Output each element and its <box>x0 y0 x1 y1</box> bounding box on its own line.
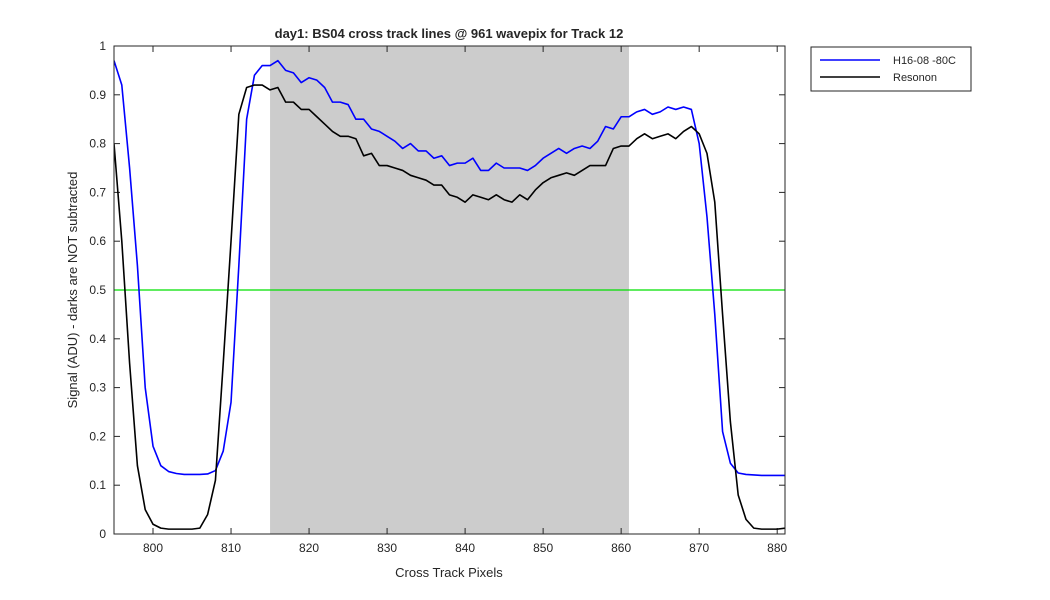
y-axis-label: Signal (ADU) - darks are NOT subtracted <box>65 172 80 409</box>
x-tick-label: 860 <box>611 541 631 555</box>
legend-label-resonon: Resonon <box>893 72 937 84</box>
y-tick-label: 0.5 <box>89 283 106 297</box>
x-tick-label: 840 <box>455 541 475 555</box>
plot-area <box>113 45 786 535</box>
y-tick-label: 0.7 <box>89 185 106 199</box>
y-tick-label: 0.4 <box>89 332 106 346</box>
y-tick-label: 0.6 <box>89 234 106 248</box>
y-tick-label: 0.8 <box>89 137 106 151</box>
y-tick-label: 0.1 <box>89 478 106 492</box>
series-line-h16-08-80c <box>114 59 785 477</box>
x-tick-label: 800 <box>143 541 163 555</box>
chart-title: day1: BS04 cross track lines @ 961 wavep… <box>275 26 624 41</box>
x-tick-label: 830 <box>377 541 397 555</box>
x-tick-label: 810 <box>221 541 241 555</box>
x-tick-label: 850 <box>533 541 553 555</box>
y-tick-label: 0 <box>99 527 106 541</box>
legend-box <box>810 46 972 92</box>
legend-label-h16-08: H16-08 -80C <box>893 55 956 67</box>
x-tick-label: 870 <box>689 541 709 555</box>
y-tick-label: 1 <box>99 39 106 53</box>
legend: H16-08 -80C Resonon <box>810 46 972 92</box>
y-tick-label: 0.3 <box>89 381 106 395</box>
x-tick-label: 880 <box>767 541 787 555</box>
y-tick-label: 0.9 <box>89 88 106 102</box>
series-layer <box>114 59 785 530</box>
series-line-resonon <box>114 84 785 530</box>
tick-labels: 800 810 820 830 840 850 860 870 880 0 0.1 0.2 0.3 0.4… <box>89 39 787 555</box>
plot-border <box>113 45 786 535</box>
y-tick-label: 0.2 <box>89 429 106 443</box>
x-tick-label: 820 <box>299 541 319 555</box>
x-axis-label: Cross Track Pixels <box>395 565 503 580</box>
